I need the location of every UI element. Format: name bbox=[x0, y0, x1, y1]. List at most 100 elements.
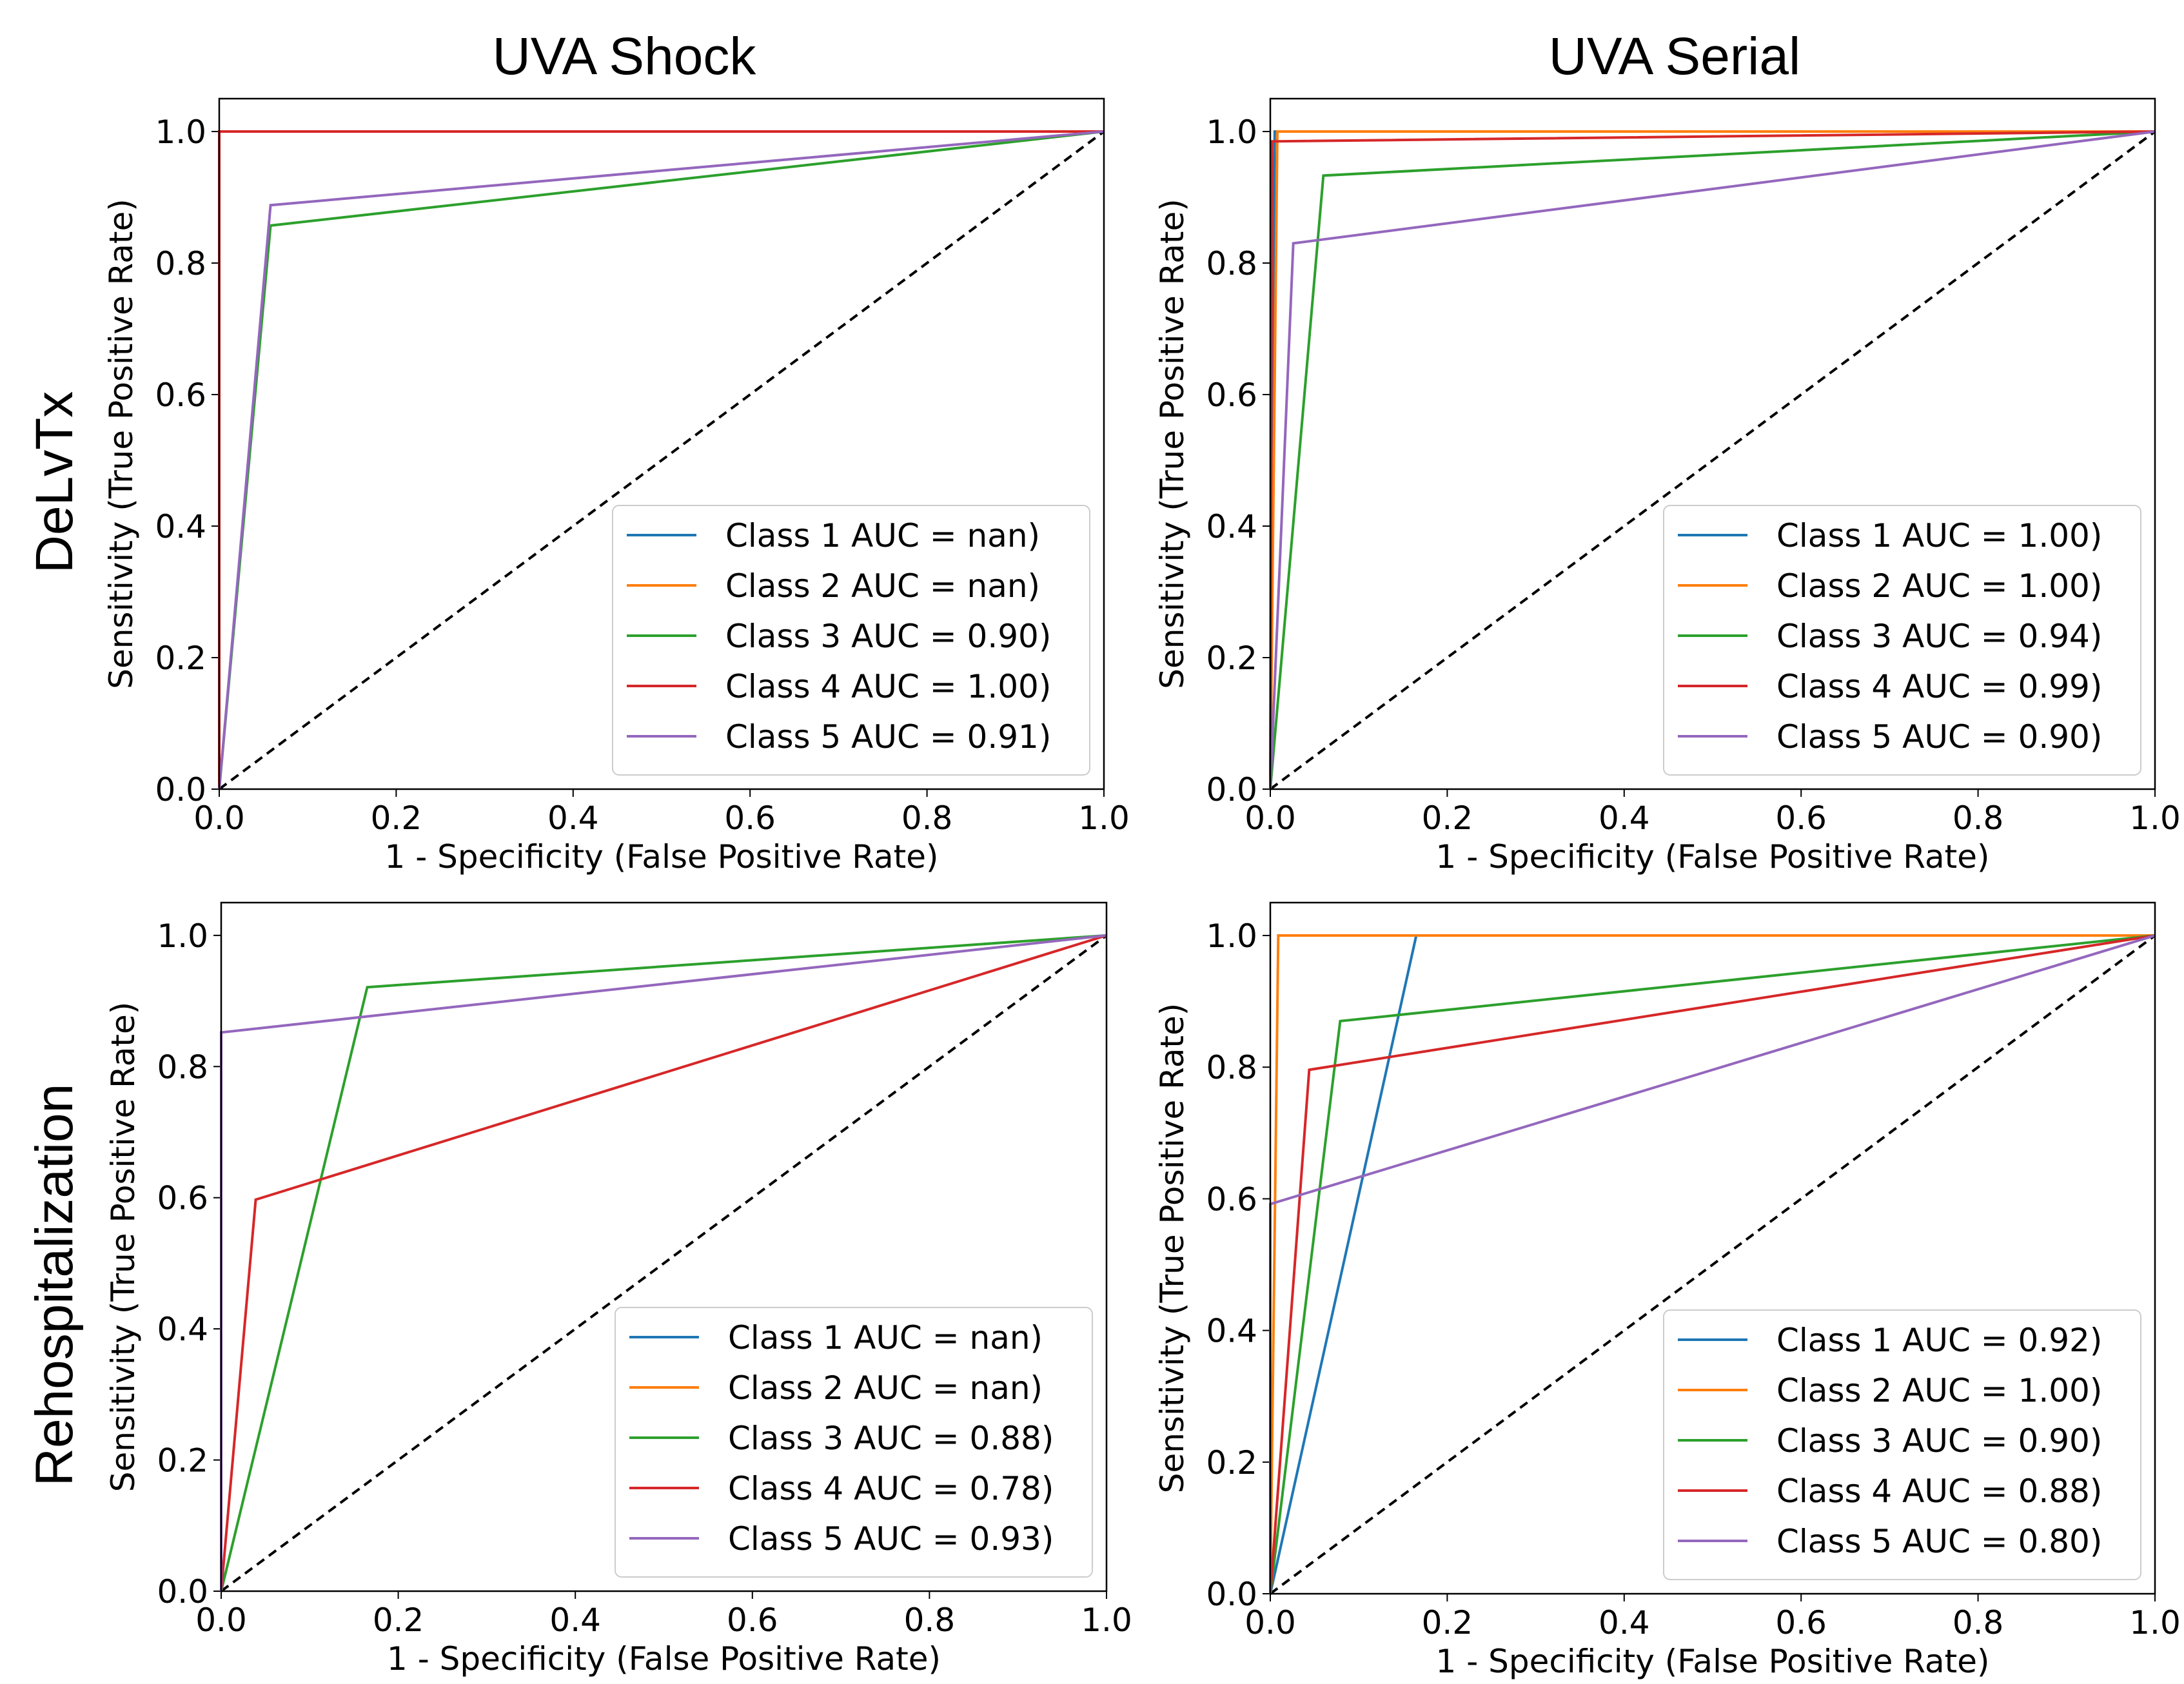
legend-label-class-3: Class 3 AUC = 0.90) bbox=[1776, 1422, 2102, 1460]
x-tick-label: 0.2 bbox=[371, 799, 422, 837]
x-tick-label: 0.6 bbox=[727, 1601, 778, 1639]
x-tick-label: 0.8 bbox=[1953, 799, 2004, 837]
legend-label-class-3: Class 3 AUC = 0.94) bbox=[1776, 618, 2102, 655]
legend-label-class-2: Class 2 AUC = 1.00) bbox=[1776, 1372, 2102, 1409]
column-title-uva-shock: UVA Shock bbox=[493, 27, 757, 86]
y-tick-label: 0.2 bbox=[1206, 640, 1257, 677]
legend-box bbox=[612, 505, 1090, 776]
axes-frame bbox=[220, 901, 1108, 1592]
x-tick-label: 0.8 bbox=[904, 1601, 956, 1639]
legend-label-class-1: Class 1 AUC = 1.00) bbox=[1776, 517, 2102, 554]
y-tick-label: 0.2 bbox=[1206, 1444, 1257, 1482]
legend-label-class-1: Class 1 AUC = 0.92) bbox=[1776, 1322, 2102, 1359]
chance-diagonal-line bbox=[1269, 934, 2156, 1595]
y-tick-label: 0.0 bbox=[157, 1573, 208, 1611]
x-tick-label: 0.4 bbox=[549, 1601, 601, 1639]
legend-label-class-5: Class 5 AUC = 0.80) bbox=[1776, 1523, 2102, 1560]
y-tick-label: 0.4 bbox=[1206, 508, 1257, 545]
y-tick-label: 1.0 bbox=[157, 917, 208, 955]
legend: Class 1 AUC = 1.00) Class 2 AUC = 1.00) Cl… bbox=[1663, 505, 2141, 776]
x-tick-label: 0.4 bbox=[547, 799, 599, 837]
x-tick-label: 0.4 bbox=[1599, 799, 1650, 837]
legend-label-class-2: Class 2 AUC = nan) bbox=[725, 567, 1040, 605]
legend-box bbox=[1663, 1309, 2141, 1580]
x-tick-label: 1.0 bbox=[1081, 1601, 1132, 1639]
y-axis-label: Sensitivity (True Positive Rate) bbox=[103, 199, 140, 689]
y-tick-label: 0.8 bbox=[1206, 245, 1257, 282]
y-tick-label: 0.6 bbox=[1206, 1180, 1257, 1218]
x-tick-label: 0.2 bbox=[1422, 1604, 1473, 1641]
legend-box bbox=[615, 1307, 1093, 1578]
y-tick-label: 0.2 bbox=[155, 640, 206, 677]
roc-line-class-3 bbox=[1269, 934, 2156, 1594]
legend: Class 1 AUC = nan) Class 2 AUC = nan) Clas… bbox=[612, 505, 1090, 776]
x-tick-label: 0.6 bbox=[1775, 799, 1827, 837]
roc-line-class-5 bbox=[218, 130, 1105, 790]
legend-label-class-2: Class 2 AUC = nan) bbox=[728, 1369, 1043, 1407]
legend-label-class-3: Class 3 AUC = 0.88) bbox=[728, 1420, 1054, 1457]
y-tick-label: 0.8 bbox=[155, 245, 206, 282]
legend-label-class-4: Class 4 AUC = 0.88) bbox=[1776, 1473, 2102, 1510]
x-tick-label: 0.6 bbox=[724, 799, 776, 837]
y-tick-label: 1.0 bbox=[155, 113, 206, 151]
y-tick-label: 0.0 bbox=[1206, 1576, 1257, 1613]
chance-diagonal-line bbox=[220, 934, 1108, 1592]
x-axis-label: 1 - Specificity (False Positive Rate) bbox=[1436, 1643, 1990, 1680]
y-tick-label: 0.2 bbox=[157, 1442, 208, 1480]
y-tick-label: 0.4 bbox=[155, 508, 206, 545]
panels: 0.0 0.2 0.4 0.6 0.8 1.0 0.0 0.2 0.4 0.6 0.8 1.0 1 - … bbox=[103, 97, 2181, 1680]
x-tick-label: 1.0 bbox=[2129, 799, 2181, 837]
y-tick-label: 1.0 bbox=[1206, 113, 1257, 151]
y-tick-label: 0.4 bbox=[1206, 1313, 1257, 1350]
legend: Class 1 AUC = nan) Class 2 AUC = nan) Clas… bbox=[615, 1307, 1093, 1578]
roc-line-class-3 bbox=[1269, 130, 2156, 790]
row-label-delvtx: DeLvTx bbox=[25, 391, 84, 574]
x-tick-label: 0.0 bbox=[195, 1601, 247, 1639]
roc-line-class-4 bbox=[220, 934, 1107, 1592]
x-axis-label: 1 - Specificity (False Positive Rate) bbox=[387, 1640, 941, 1678]
x-tick-label: 0.0 bbox=[193, 799, 245, 837]
x-axis-label: 1 - Specificity (False Positive Rate) bbox=[385, 838, 939, 876]
panel-delvtx-uva-shock: 0.0 0.2 0.4 0.6 0.8 1.0 0.0 0.2 0.4 0.6 0.8 1.0 1 - … bbox=[103, 97, 1130, 876]
row-label-rehospitalization: Rehospitalization bbox=[25, 1084, 84, 1487]
legend-label-class-5: Class 5 AUC = 0.91) bbox=[725, 718, 1051, 756]
panel-rehospitalization-uva-shock: 0.0 0.2 0.4 0.6 0.8 1.0 0.0 0.2 0.4 0.6 0.8 1.0 1 - … bbox=[104, 901, 1132, 1678]
y-tick-label: 0.6 bbox=[1206, 377, 1257, 414]
x-tick-label: 0.0 bbox=[1244, 799, 1296, 837]
legend-label-class-1: Class 1 AUC = nan) bbox=[728, 1319, 1043, 1356]
y-axis-label: Sensitivity (True Positive Rate) bbox=[104, 1002, 142, 1493]
x-tick-label: 0.8 bbox=[1953, 1604, 2004, 1641]
legend-box bbox=[1663, 505, 2141, 776]
panel-rehospitalization-uva-serial: 0.0 0.2 0.4 0.6 0.8 1.0 0.0 0.2 0.4 0.6 0.8 1.0 1 - … bbox=[1154, 901, 2181, 1680]
legend-label-class-4: Class 4 AUC = 0.99) bbox=[1776, 668, 2102, 705]
x-tick-label: 0.2 bbox=[1422, 799, 1473, 837]
y-axis-label: Sensitivity (True Positive Rate) bbox=[1154, 1003, 1191, 1494]
chance-diagonal-line bbox=[218, 130, 1105, 790]
chance-diagonal-line bbox=[1269, 130, 2156, 790]
y-tick-label: 0.0 bbox=[155, 771, 206, 808]
y-tick-label: 0.6 bbox=[157, 1180, 208, 1217]
legend-label-class-5: Class 5 AUC = 0.90) bbox=[1776, 718, 2102, 756]
panel-delvtx-uva-serial: 0.0 0.2 0.4 0.6 0.8 1.0 0.0 0.2 0.4 0.6 0.8 1.0 1 - … bbox=[1154, 97, 2181, 876]
y-tick-label: 0.6 bbox=[155, 377, 206, 414]
column-title-uva-serial: UVA Serial bbox=[1549, 27, 1800, 86]
legend-label-class-3: Class 3 AUC = 0.90) bbox=[725, 618, 1051, 655]
legend: Class 1 AUC = 0.92) Class 2 AUC = 1.00) Cl… bbox=[1663, 1309, 2141, 1580]
roc-line-class-2 bbox=[1269, 130, 2155, 790]
roc-line-class-5 bbox=[1269, 130, 2156, 790]
y-tick-label: 0.8 bbox=[1206, 1049, 1257, 1086]
legend-label-class-4: Class 4 AUC = 0.78) bbox=[728, 1470, 1054, 1507]
y-tick-label: 1.0 bbox=[1206, 917, 1257, 955]
x-axis-label: 1 - Specificity (False Positive Rate) bbox=[1436, 838, 1990, 876]
legend-label-class-5: Class 5 AUC = 0.93) bbox=[728, 1520, 1054, 1558]
legend-label-class-1: Class 1 AUC = nan) bbox=[725, 517, 1040, 554]
x-tick-label: 0.6 bbox=[1775, 1604, 1827, 1641]
legend-label-class-2: Class 2 AUC = 1.00) bbox=[1776, 567, 2102, 605]
roc-line-class-4 bbox=[1269, 934, 2156, 1594]
roc-line-class-2 bbox=[1269, 934, 2155, 1594]
y-axis-label: Sensitivity (True Positive Rate) bbox=[1154, 199, 1191, 689]
y-tick-label: 0.0 bbox=[1206, 771, 1257, 808]
y-tick-label: 0.8 bbox=[157, 1048, 208, 1086]
axes-frame bbox=[218, 97, 1105, 790]
